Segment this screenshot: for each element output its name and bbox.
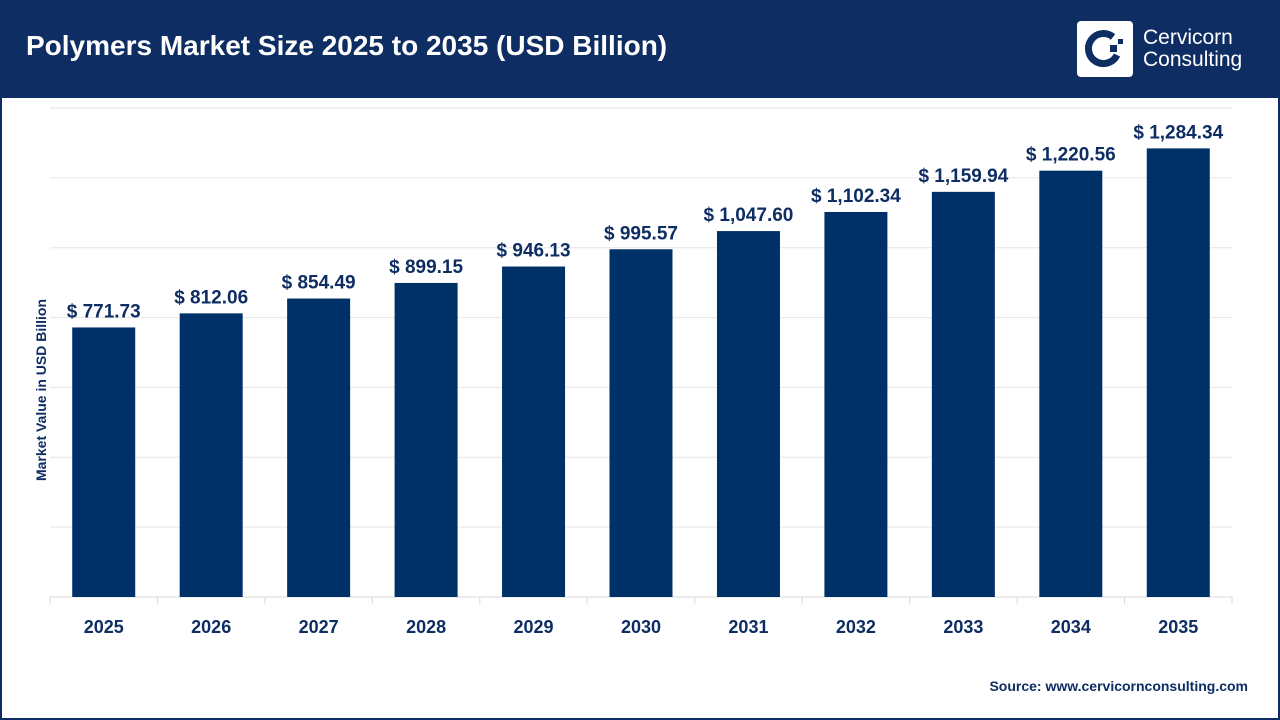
data-label-2033: $ 1,159.94 <box>918 166 1008 187</box>
data-label-2034: $ 1,220.56 <box>1026 145 1116 166</box>
x-tick-label-2035: 2035 <box>1158 617 1198 637</box>
bar-2029 <box>502 266 566 597</box>
chart-title: Polymers Market Size 2025 to 2035 (USD B… <box>26 30 668 61</box>
source-text: Source: www.cervicornconsulting.com <box>989 678 1248 694</box>
bar-2035 <box>1146 148 1210 598</box>
data-label-2026: $ 812.06 <box>174 287 248 308</box>
data-label-2028: $ 899.15 <box>389 257 463 278</box>
x-tick-label-2027: 2027 <box>299 617 339 637</box>
bar-2025 <box>72 327 136 597</box>
logo-line2: Consulting <box>1143 48 1243 71</box>
bar-2033 <box>931 191 995 597</box>
data-label-2029: $ 946.13 <box>497 241 571 262</box>
data-label-2032: $ 1,102.34 <box>811 186 901 207</box>
x-tick-label-2025: 2025 <box>84 617 124 637</box>
data-label-2035: $ 1,284.34 <box>1133 122 1223 143</box>
data-label-2030: $ 995.57 <box>604 223 678 244</box>
data-label-2025: $ 771.73 <box>67 301 141 322</box>
x-tick-label-2030: 2030 <box>621 617 661 637</box>
x-tick-label-2033: 2033 <box>943 617 983 637</box>
x-tick-label-2029: 2029 <box>514 617 554 637</box>
bar-2027 <box>287 298 351 597</box>
bar-2030 <box>609 249 673 597</box>
x-tick-label-2034: 2034 <box>1051 617 1091 637</box>
x-tick-label-2026: 2026 <box>191 617 231 637</box>
logo-mark-icon <box>1077 21 1133 77</box>
x-tick-label-2032: 2032 <box>836 617 876 637</box>
bar-2032 <box>824 211 888 597</box>
bar-2028 <box>394 282 458 597</box>
bar-2026 <box>179 313 243 597</box>
bar-2031 <box>716 231 780 597</box>
bar-2034 <box>1039 170 1103 597</box>
data-label-2031: $ 1,047.60 <box>704 205 794 226</box>
x-tick-label-2031: 2031 <box>728 617 768 637</box>
logo-line1: Cervicorn <box>1143 26 1233 49</box>
logo: Cervicorn Consulting <box>1077 21 1242 77</box>
header-banner: Polymers Market Size 2025 to 2035 (USD B… <box>0 0 1280 98</box>
data-label-2027: $ 854.49 <box>282 273 356 294</box>
x-tick-label-2028: 2028 <box>406 617 446 637</box>
